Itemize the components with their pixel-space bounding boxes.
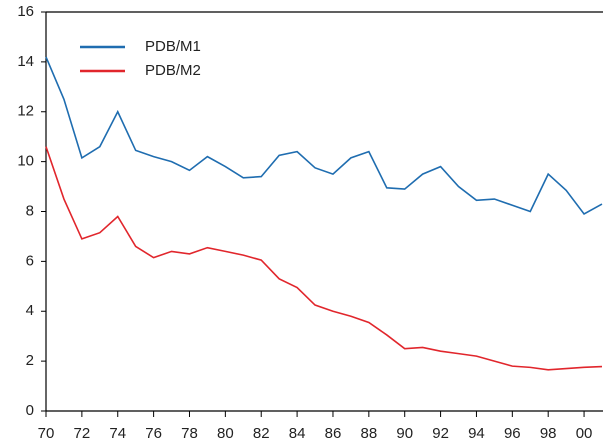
x-tick-label: 82 (253, 425, 270, 442)
series-line (45, 56, 603, 216)
x-tick-label: 86 (325, 425, 342, 442)
x-tick-label: 78 (181, 425, 198, 442)
x-tick-label: 94 (468, 425, 485, 442)
legend-label: PDB/M2 (145, 62, 201, 79)
y-tick-label: 16 (17, 3, 34, 20)
series-line (45, 146, 603, 371)
x-tick-label: 84 (289, 425, 306, 442)
y-tick-label: 4 (26, 302, 34, 319)
x-tick-label: 74 (109, 425, 126, 442)
x-tick-label: 70 (38, 425, 55, 442)
y-tick-label: 12 (17, 103, 34, 120)
y-tick-label: 8 (26, 202, 34, 219)
x-tick-label: 76 (145, 425, 162, 442)
x-tick-label: 98 (540, 425, 557, 442)
y-tick-label: 0 (26, 402, 34, 419)
x-tick-label: 80 (217, 425, 234, 442)
y-tick-label: 6 (26, 252, 34, 269)
y-tick-label: 14 (17, 53, 34, 70)
x-tick-label: 00 (576, 425, 593, 442)
x-tick-label: 88 (360, 425, 377, 442)
y-tick-label: 2 (26, 352, 34, 369)
x-tick-label: 92 (432, 425, 449, 442)
x-tick-label: 72 (74, 425, 91, 442)
x-tick-label: 96 (504, 425, 521, 442)
x-tick-label: 90 (396, 425, 413, 442)
y-tick-label: 10 (17, 153, 34, 170)
legend-label: PDB/M1 (145, 38, 201, 55)
